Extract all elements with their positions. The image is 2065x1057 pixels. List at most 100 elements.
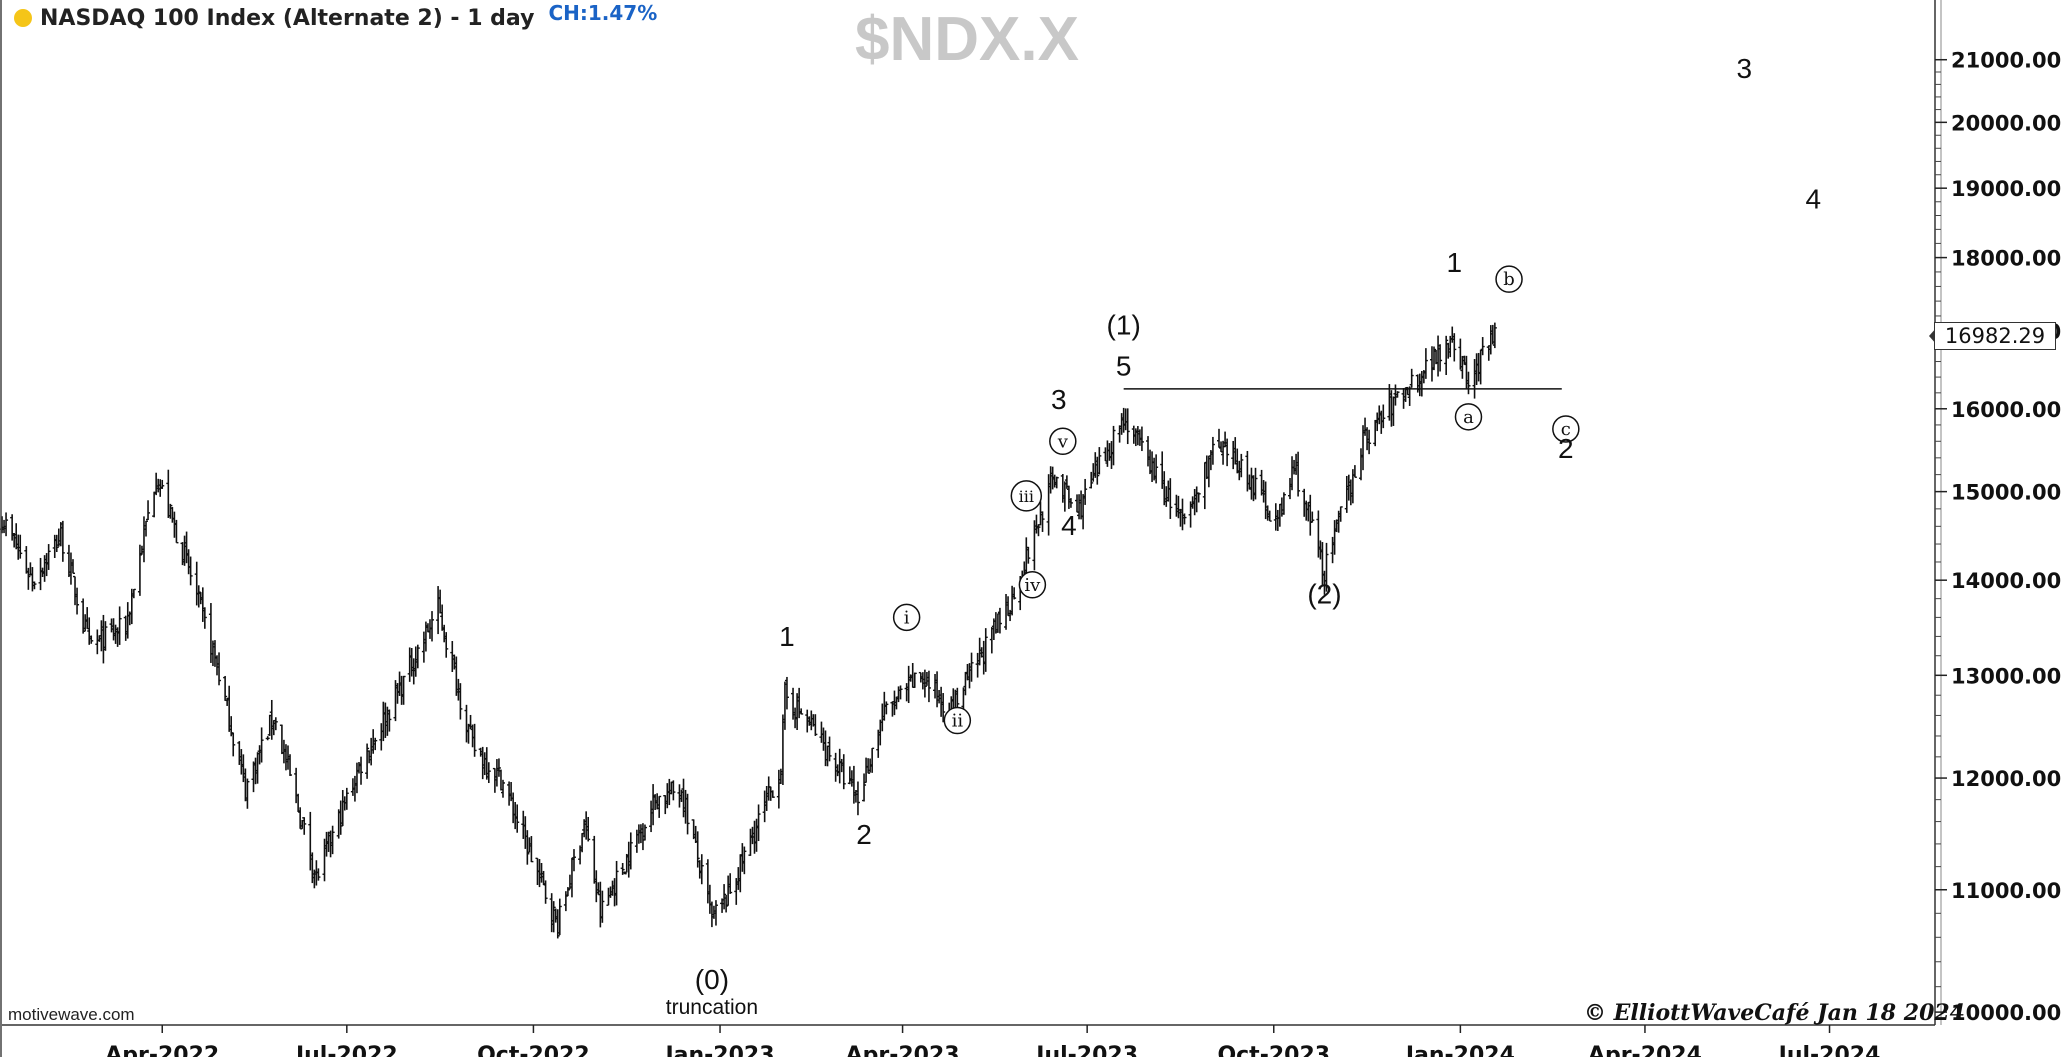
- price-bar: [1182, 513, 1187, 525]
- price-bar: [359, 756, 364, 785]
- wave-label-ring: [1552, 415, 1580, 443]
- x-tick-label: Jan-2023: [663, 1043, 774, 1057]
- price-bar: [525, 830, 530, 865]
- price-bar: [1139, 426, 1144, 452]
- y-tick-label: 18000.00: [1951, 247, 2061, 271]
- price-bar: [302, 817, 307, 835]
- price-bar: [855, 781, 860, 816]
- price-bar: [1097, 447, 1102, 475]
- price-bar: [387, 709, 392, 732]
- price-bar: [26, 567, 31, 590]
- wave-label: 5: [1116, 351, 1132, 382]
- price-bar: [1338, 506, 1343, 522]
- price-bar: [1352, 465, 1357, 478]
- price-bar: [496, 758, 501, 777]
- price-bar: [1253, 467, 1258, 500]
- price-bar: [144, 520, 149, 537]
- price-bar: [1012, 587, 1017, 600]
- price-bar: [955, 687, 960, 709]
- price-bar: [870, 747, 875, 773]
- symbol-watermark: $NDX.X: [855, 5, 1079, 74]
- price-bar: [273, 717, 278, 731]
- wave-label-text: i: [904, 607, 910, 628]
- price-bar: [969, 652, 974, 682]
- price-bar: [1068, 498, 1073, 508]
- wave-label-text: b: [1503, 269, 1515, 290]
- y-tick-label: 21000.00: [1951, 49, 2061, 73]
- price-bar: [70, 559, 75, 574]
- price-bar: [60, 520, 65, 562]
- price-bar: [217, 652, 222, 686]
- price-bar: [1111, 425, 1116, 466]
- wave-label-text: iii: [1019, 487, 1034, 506]
- price-bar: [365, 743, 370, 779]
- price-bar: [724, 894, 729, 913]
- price-bar: [1225, 438, 1230, 467]
- price-bar: [344, 787, 349, 810]
- price-bar: [657, 795, 662, 818]
- wave-label-ring: [1018, 571, 1047, 599]
- price-bar: [1026, 546, 1031, 564]
- price-bar: [131, 588, 136, 599]
- price-bar: [1444, 335, 1449, 376]
- price-bar: [1040, 511, 1045, 532]
- price-bar: [922, 669, 927, 698]
- price-bar: [997, 607, 1002, 634]
- price-bar: [1480, 337, 1485, 356]
- y-tick-label: 19000.00: [1951, 177, 2061, 201]
- price-bar: [642, 824, 647, 841]
- x-tick-label: Oct-2023: [1217, 1043, 1330, 1057]
- plot-area[interactable]: [2, 0, 1935, 1025]
- copyright-label: © ElliottWaveCafé Jan 18 2024: [1583, 1000, 1965, 1026]
- last-price-label: 16982.29: [1934, 322, 2056, 350]
- price-bar: [265, 736, 270, 741]
- wave-label-ring: [892, 603, 921, 632]
- price-bar: [983, 628, 988, 672]
- price-bar: [695, 831, 700, 868]
- price-bar: [884, 701, 889, 715]
- price-bar: [46, 544, 51, 570]
- price-bar: [529, 836, 534, 863]
- price-bar: [1168, 478, 1173, 519]
- x-tick-label: Jul-2023: [1034, 1043, 1138, 1057]
- wave-label: 2: [856, 819, 872, 850]
- wave-label-ring: [943, 706, 972, 735]
- price-bar: [1492, 322, 1497, 349]
- price-bar: [202, 607, 207, 629]
- price-bar: [685, 793, 690, 835]
- price-bar: [1423, 348, 1428, 379]
- wave-label-text: ii: [952, 711, 964, 732]
- chart-header: NASDAQ 100 Index (Alternate 2) - 1 day C…: [0, 0, 657, 36]
- price-bar: [75, 587, 80, 615]
- wave-label: 4: [1806, 184, 1822, 215]
- price-bar: [571, 849, 576, 872]
- price-bar: [1324, 542, 1329, 592]
- wave-label-circled: c: [1552, 415, 1580, 443]
- price-bar: [1452, 333, 1457, 362]
- price-bar: [551, 901, 556, 933]
- price-bar: [174, 519, 179, 544]
- wave-note: truncation: [666, 996, 758, 1019]
- price-bar: [373, 737, 378, 751]
- y-tick-label: 11000.00: [1951, 879, 2061, 903]
- wave-label-ring: [1049, 427, 1077, 456]
- price-bar: [1432, 346, 1437, 371]
- price-bar: [941, 693, 946, 723]
- price-bar: [1296, 451, 1301, 497]
- price-bar: [316, 868, 321, 881]
- price-bar: [1466, 371, 1471, 395]
- price-bar: [1196, 492, 1201, 503]
- price-bar: [486, 762, 491, 784]
- price-bar: [18, 534, 23, 559]
- wave-label: 1: [779, 621, 795, 652]
- wave-label: 4: [1061, 510, 1077, 541]
- price-bar: [628, 832, 633, 870]
- price-bar: [223, 675, 228, 701]
- price-bar: [103, 621, 108, 651]
- price-bar: [1267, 510, 1272, 522]
- price-bar: [1210, 436, 1215, 465]
- price-bar: [137, 544, 142, 596]
- price-bar: [1089, 471, 1094, 489]
